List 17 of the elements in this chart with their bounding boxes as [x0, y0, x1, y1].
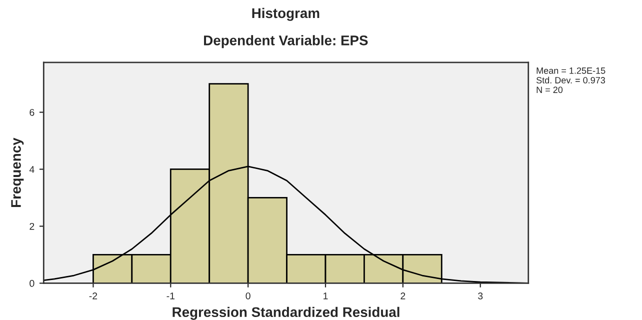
y-tick-label: 6 — [30, 108, 34, 116]
text: Mean = 1.25E-15 — [536, 67, 606, 74]
text: N = 20 — [536, 86, 563, 94]
x-tick-label: -2 — [89, 292, 98, 300]
x-tick-label: -1 — [166, 292, 174, 300]
x-tick-label: 1 — [324, 292, 328, 300]
y-tick-label: 2 — [30, 222, 34, 230]
y-axis-title: Frequency — [11, 138, 24, 207]
x-axis-title: Regression Standardized Residual — [172, 306, 400, 320]
chart-subtitle: Dependent Variable: EPS — [204, 35, 368, 48]
x-tick-label: 2 — [400, 292, 406, 300]
chart-title: Histogram — [252, 8, 320, 21]
text: Std. Dev. = 0.973 — [536, 76, 606, 84]
x-tick-label: 0 — [246, 292, 250, 300]
y-tick-label: 4 — [29, 166, 34, 173]
y-tick-label: 0 — [30, 280, 34, 287]
x-tick-label: 3 — [478, 292, 483, 300]
